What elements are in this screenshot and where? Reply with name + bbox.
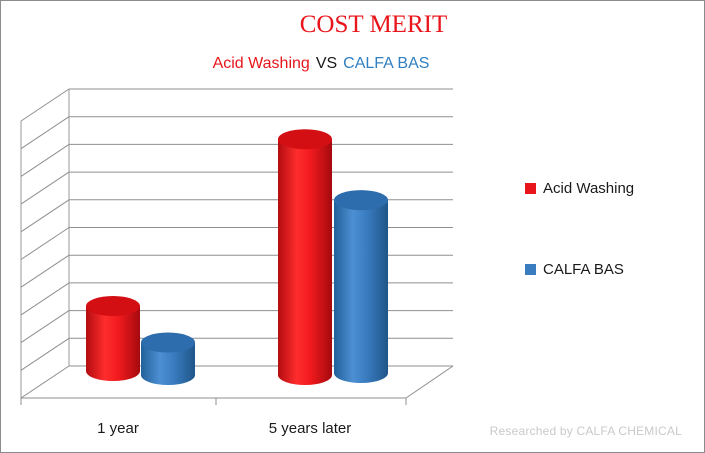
gridline-depth [20, 310, 70, 344]
bar-top [278, 129, 332, 150]
floor-right-edge [405, 365, 454, 399]
bar-top [141, 332, 195, 353]
gridline-depth [20, 337, 70, 371]
legend-item-acid-washing: Acid Washing [525, 180, 634, 197]
bar-top [86, 296, 140, 317]
bar-body [334, 200, 388, 383]
bar-body [141, 342, 195, 385]
bar-acid-washing-2 [278, 129, 332, 385]
gridline-depth [20, 116, 70, 150]
bar-body [86, 306, 140, 381]
gridline-depth [20, 88, 70, 122]
gridline-depth [20, 171, 70, 205]
x-tick-label: 5 years later [269, 420, 352, 437]
bar-top [334, 190, 388, 211]
gridline-depth [20, 199, 70, 233]
legend-label-calfa-bas: CALFA BAS [543, 261, 624, 278]
gridline-depth [20, 254, 70, 288]
subtitle-vs: VS [315, 55, 338, 72]
subtitle-series-a: Acid Washing [212, 55, 310, 72]
gridline-depth [20, 365, 70, 399]
gridline-depth [20, 227, 70, 260]
chart-title: COST MERIT [299, 11, 448, 38]
legend-swatch-calfa-bas [525, 264, 536, 275]
credit-text: Researched by CALFA CHEMICAL [489, 424, 682, 438]
bar-calfa-bas-1 [141, 332, 195, 385]
subtitle-series-b: CALFA BAS [343, 55, 430, 72]
legend-swatch-acid-washing [525, 183, 536, 194]
legend-item-calfa-bas: CALFA BAS [525, 261, 624, 278]
x-tick-label: 1 year [97, 420, 139, 437]
gridline-depth [20, 143, 70, 177]
bar-body [278, 139, 332, 385]
chart-subtitle: Acid Washing VS CALFA BAS [1, 55, 641, 73]
bar-calfa-bas-2 [334, 190, 388, 383]
legend-label-acid-washing: Acid Washing [543, 180, 635, 197]
gridline-depth [20, 282, 70, 316]
bar-acid-washing-1 [86, 296, 140, 381]
